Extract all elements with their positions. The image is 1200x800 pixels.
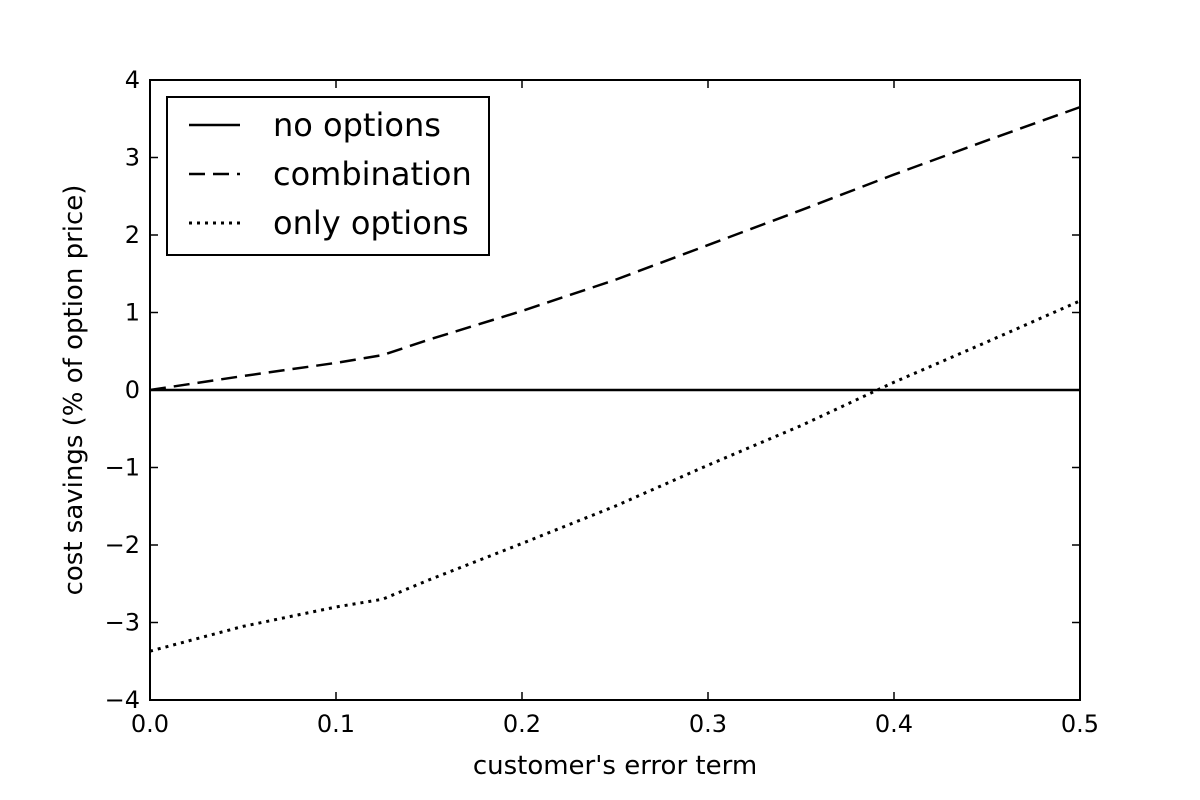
legend: no options combination only options [166, 96, 490, 256]
y-tick-label: −2 [105, 531, 140, 559]
series-line-2 [149, 299, 1081, 653]
x-tick-label: 0.4 [875, 710, 913, 738]
x-tick-label: 0.2 [503, 710, 541, 738]
y-tick-label: 0 [125, 376, 140, 404]
series-line-1 [149, 105, 1081, 392]
x-tick-label: 0.0 [131, 710, 169, 738]
legend-label-1: combination [273, 155, 472, 193]
y-tick-label: −3 [105, 609, 140, 637]
y-tick-label: 2 [125, 221, 140, 249]
x-tick-label: 0.5 [1061, 710, 1099, 738]
y-tick-label: −4 [105, 686, 140, 714]
x-axis-label: customer's error term [473, 751, 757, 781]
x-tick-label: 0.3 [689, 710, 727, 738]
plot-lines [149, 105, 1081, 653]
y-tick-label: −1 [105, 454, 140, 482]
legend-box [166, 96, 490, 256]
y-axis-label: cost savings (% of option price) [59, 185, 89, 596]
x-tick-label: 0.1 [317, 710, 355, 738]
y-tick-label: 1 [125, 299, 140, 327]
legend-label-2: only options [273, 204, 469, 242]
y-tick-label: 3 [125, 144, 140, 172]
y-tick-label: 4 [125, 66, 140, 94]
legend-label-0: no options [273, 106, 441, 144]
axes: 0.0 0.1 0.2 0.3 0.4 0.5 4 3 2 1 0 −1 −2 −3 −4 [105, 66, 1099, 738]
